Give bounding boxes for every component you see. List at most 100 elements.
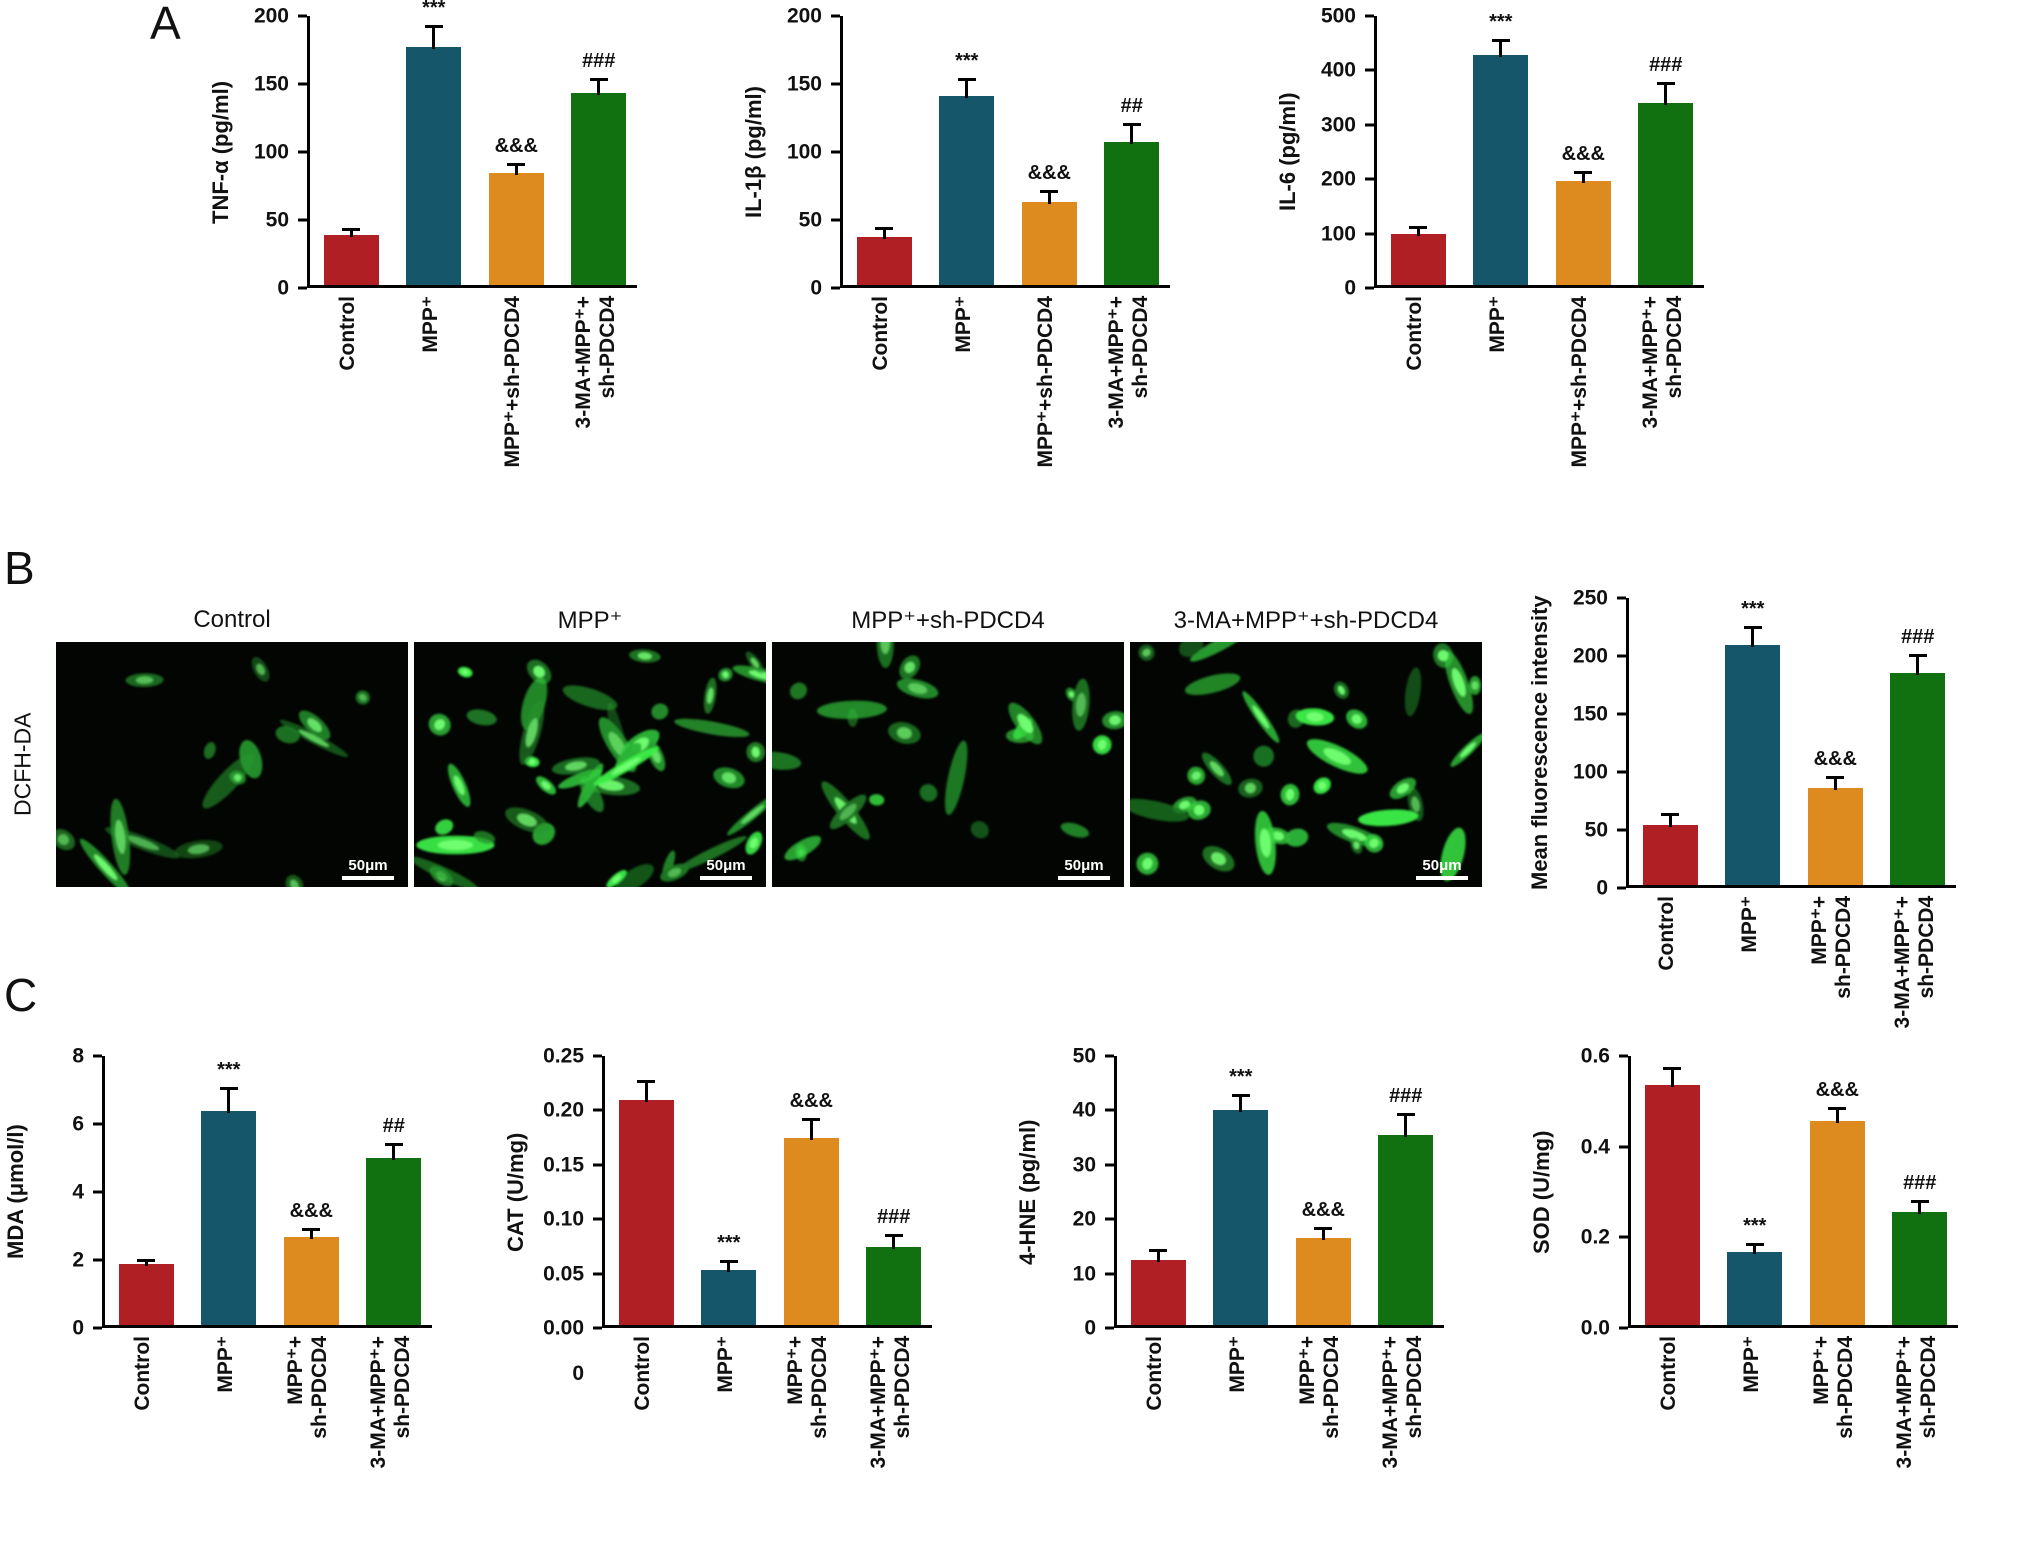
cells-svg bbox=[772, 642, 1124, 887]
fluorescence-panel-3ma-mpp-sh-pdcd4: 3-MA+MPP⁺+sh-PDCD4 50μm bbox=[1130, 606, 1482, 887]
y-tick-label: 0.15 bbox=[543, 1153, 584, 1177]
y-tick-label: 0 bbox=[810, 276, 822, 300]
chart-body: *** &&& ### 0.00 0.05 0.10 0.15 0.20 0.25 0 bbox=[532, 1046, 932, 1385]
scale-bar-text: 50μm bbox=[348, 856, 388, 874]
scale-bar: 50μm bbox=[1416, 857, 1468, 880]
y-axis-label: SOD (U/mg) bbox=[1529, 1130, 1554, 1254]
error-bar-cap bbox=[1231, 1093, 1250, 1097]
x-category-slot: Control bbox=[1628, 1336, 1711, 1551]
error-bar-cap bbox=[137, 1258, 156, 1262]
scale-bar: 50μm bbox=[700, 857, 752, 880]
x-category-label: MPP⁺ bbox=[213, 1336, 237, 1393]
y-tick-mark bbox=[831, 218, 840, 222]
plot-area: *** &&& ### bbox=[1374, 11, 1704, 288]
panel-a-label: A bbox=[150, 0, 181, 49]
y-tick-label: 0.25 bbox=[543, 1044, 584, 1068]
x-category-slot: Control bbox=[1374, 296, 1457, 511]
significance-label: ### bbox=[877, 1205, 911, 1228]
y-tick-label: 50 bbox=[265, 208, 289, 232]
significance-label: &&& bbox=[1813, 747, 1857, 770]
error-bar-cap bbox=[1663, 1066, 1682, 1070]
y-tick-mark bbox=[298, 286, 307, 290]
bar bbox=[1473, 55, 1529, 285]
bar bbox=[1644, 1084, 1700, 1325]
x-category-slot: Control bbox=[602, 1336, 685, 1551]
error-bar-cap bbox=[884, 1233, 903, 1237]
chart-body: *** &&& ## 0 2 4 6 8 bbox=[32, 1046, 432, 1339]
y-axis-label: 4-HNE (pg/ml) bbox=[1015, 1119, 1040, 1265]
error-bar-cap bbox=[1396, 1112, 1415, 1116]
error-bar bbox=[1916, 654, 1920, 675]
bar bbox=[1727, 1252, 1783, 1325]
significance-label: &&& bbox=[1815, 1079, 1859, 1102]
significance-label: ### bbox=[1389, 1084, 1423, 1107]
y-tick-mark bbox=[93, 1190, 102, 1194]
y-tick-label: 40 bbox=[1072, 1098, 1096, 1122]
x-category-label: MPP⁺ bbox=[418, 296, 442, 353]
error-bar-cap bbox=[219, 1087, 238, 1090]
x-category-slot: 3-MA+MPP⁺+ sh-PDCD4 bbox=[1088, 296, 1171, 511]
error-bar bbox=[1664, 82, 1668, 105]
y-tick-label: 10 bbox=[1072, 1262, 1096, 1286]
bar bbox=[571, 93, 627, 285]
x-category-slot: 3-MA+MPP⁺+ sh-PDCD4 bbox=[1876, 1336, 1959, 1551]
fluorescence-panel-control: Control 50μm bbox=[56, 606, 408, 887]
y-tick-mark bbox=[1619, 1054, 1628, 1058]
error-bar-cap bbox=[589, 78, 608, 82]
significance-label: &&& bbox=[1027, 161, 1071, 184]
error-bar bbox=[1670, 1066, 1674, 1087]
error-bar bbox=[1499, 39, 1503, 58]
error-bar bbox=[392, 1143, 396, 1161]
x-axis-labels: Control MPP⁺ MPP⁺+ sh-PDCD4 3-MA+MPP⁺+ sh-P… bbox=[102, 1336, 432, 1551]
y-tick-mark bbox=[1365, 68, 1374, 72]
significance-label: ### bbox=[1901, 626, 1935, 649]
y-tick-label: 20 bbox=[1072, 1207, 1096, 1231]
y-tick-mark bbox=[593, 1272, 602, 1276]
x-category-slot: MPP⁺+ sh-PDCD4 bbox=[267, 1336, 350, 1551]
y-tick-label: 300 bbox=[1320, 113, 1356, 137]
error-bar bbox=[349, 227, 353, 237]
error-bar bbox=[432, 25, 436, 49]
error-bar bbox=[1239, 1093, 1243, 1113]
bar bbox=[366, 1158, 422, 1325]
y-tick-mark bbox=[1105, 1326, 1114, 1330]
x-category-label: MPP⁺+sh-PDCD4 bbox=[501, 296, 525, 468]
x-category-label: MPP⁺+ sh-PDCD4 bbox=[284, 1336, 332, 1439]
error-bar bbox=[1753, 1243, 1757, 1255]
y-tick-label: 400 bbox=[1320, 58, 1356, 82]
y-tick-mark bbox=[593, 1217, 602, 1221]
error-bar-cap bbox=[957, 78, 976, 82]
y-tick-mark bbox=[831, 14, 840, 18]
y-tick-mark bbox=[298, 14, 307, 18]
x-category-slot: Control bbox=[307, 296, 390, 511]
y-tick-mark bbox=[593, 1108, 602, 1112]
error-bar-cap bbox=[1409, 226, 1428, 230]
chart-body: *** &&& ### 0.0 0.2 0.4 0.6 bbox=[1558, 1046, 1958, 1339]
y-tick-label: 0 bbox=[72, 1316, 84, 1340]
axis-sub-label: 0 bbox=[572, 1362, 584, 1385]
y-tick-mark bbox=[831, 286, 840, 290]
bar bbox=[1130, 1259, 1186, 1325]
error-bar bbox=[597, 78, 601, 96]
scale-bar-line bbox=[342, 876, 394, 880]
x-category-label: Control bbox=[631, 1336, 655, 1411]
y-tick-label: 0.6 bbox=[1580, 1044, 1610, 1068]
error-bar bbox=[1918, 1200, 1922, 1214]
bar bbox=[1890, 672, 1946, 885]
significance-label: *** bbox=[717, 1231, 741, 1254]
significance-label: *** bbox=[217, 1059, 241, 1081]
error-bar-cap bbox=[1574, 170, 1593, 174]
error-bar-cap bbox=[1149, 1248, 1168, 1252]
y-tick-label: 200 bbox=[786, 4, 822, 28]
x-category-slot: MPP⁺ bbox=[1197, 1336, 1280, 1551]
bar bbox=[1892, 1211, 1948, 1325]
x-category-slot: MPP⁺ bbox=[1711, 1336, 1794, 1551]
x-category-slot: Control bbox=[840, 296, 923, 511]
y-tick-mark bbox=[1617, 886, 1626, 890]
x-category-label: MPP⁺ bbox=[1739, 1336, 1763, 1393]
x-category-label: 3-MA+MPP⁺+ sh-PDCD4 bbox=[866, 1336, 914, 1469]
x-category-label: Control bbox=[1143, 1336, 1167, 1411]
significance-label: ### bbox=[582, 50, 616, 73]
y-tick-label: 0.4 bbox=[1580, 1135, 1610, 1159]
y-tick-label: 0.05 bbox=[543, 1262, 584, 1286]
